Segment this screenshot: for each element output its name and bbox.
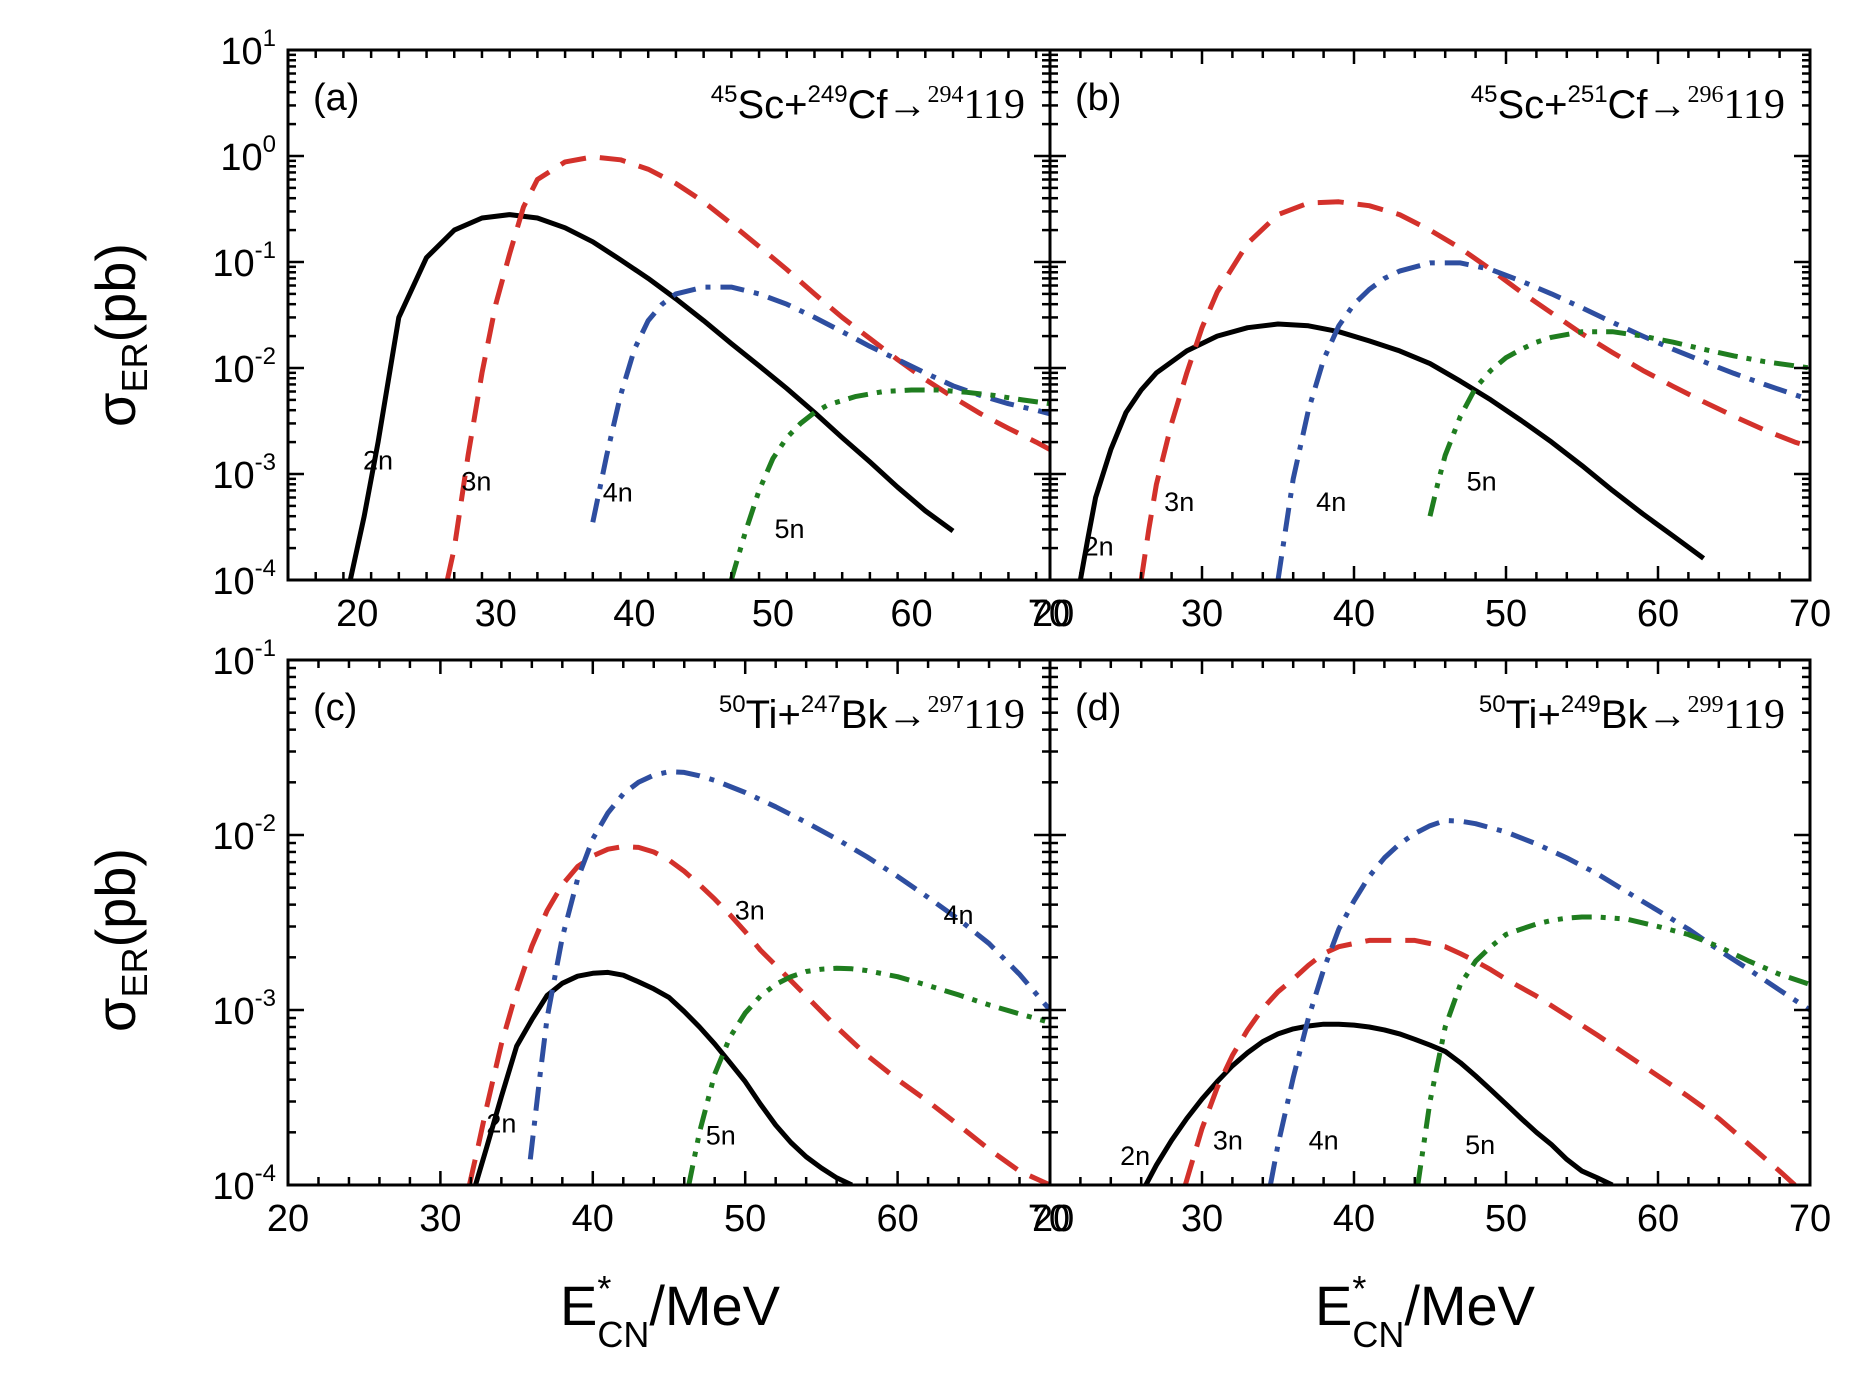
y-axis-title-top: σER(pb)	[84, 243, 155, 427]
x-tick-label: 30	[1181, 1198, 1223, 1240]
y-tick-label: 10-1	[212, 237, 276, 285]
plot-frame	[1048, 658, 1812, 1187]
curve-label-4n: 4n	[944, 900, 974, 930]
panel-b: 2n 3n 4n 5n 20 30 40 50 60 70 (b) 45Sc+251Cf→296119	[1032, 48, 1831, 635]
x-axis-title-left: E* CN/MeV	[560, 1268, 781, 1355]
x-axis-title-right: E* CN/MeV	[1315, 1268, 1536, 1355]
x-tick-label: 20	[267, 1198, 309, 1240]
panel-label: (c)	[313, 687, 357, 729]
panel-c: 2n 3n 4n 5n 20 30 40 50 60 70 10-1 10-2 10-3 10-4 (c) 5…	[212, 635, 1070, 1240]
y-tick-label: 10-2	[212, 343, 276, 391]
reaction-label: 50Ti+249Bk→299119	[1479, 691, 1785, 738]
x-tick-label: 50	[1485, 1198, 1527, 1240]
x-tick-label: 70	[1789, 593, 1831, 635]
series-2n-line	[1143, 1021, 1614, 1185]
series-2n-line	[347, 212, 955, 580]
panel-label: (d)	[1075, 687, 1121, 729]
panel-label: (b)	[1075, 77, 1121, 119]
series-3n-line	[444, 154, 1050, 580]
series-4n-line	[590, 284, 1050, 523]
x-tick-label: 30	[1181, 593, 1223, 635]
series-5n-line	[686, 965, 1050, 1185]
x-tick-label: 40	[613, 593, 655, 635]
x-tick-label: 30	[419, 1198, 461, 1240]
curve-label-4n: 4n	[1309, 1125, 1339, 1155]
x-tick-label: 20	[336, 593, 378, 635]
x-tick-label: 60	[876, 1198, 918, 1240]
y-tick-label: 10-3	[212, 449, 276, 497]
curve-label-4n: 4n	[603, 478, 633, 508]
x-tick-label: 70	[1028, 1198, 1070, 1240]
series-5n-line	[1415, 914, 1810, 1185]
x-tick-label: 40	[572, 1198, 614, 1240]
reaction-label: 45Sc+249Cf→294119	[711, 81, 1025, 128]
x-tick-label: 70	[1028, 593, 1070, 635]
curve-label-5n: 5n	[706, 1121, 736, 1151]
x-tick-label: 20	[1032, 593, 1074, 635]
y-tick-label: 10-4	[212, 1160, 276, 1208]
curve-label-3n: 3n	[461, 466, 491, 496]
plot-frame	[1048, 48, 1812, 582]
x-tick-label: 20	[1032, 1198, 1074, 1240]
curve-label-5n: 5n	[775, 514, 805, 544]
panel-d: 2n 3n 4n 5n 20 30 40 50 60 70 (d) 50Ti+249Bk→299119	[1032, 658, 1831, 1240]
panel-label: (a)	[313, 77, 359, 119]
x-tick-label: 40	[1333, 593, 1375, 635]
x-tick-label: 50	[1485, 593, 1527, 635]
curve-label-2n: 2n	[1084, 532, 1114, 562]
x-tick-label: 60	[1637, 1198, 1679, 1240]
x-tick-label: 50	[724, 1198, 766, 1240]
x-tick-label: 70	[1789, 1198, 1831, 1240]
x-tick-label: 60	[1637, 593, 1679, 635]
curve-label-3n: 3n	[735, 895, 765, 925]
curve-label-5n: 5n	[1465, 1130, 1495, 1160]
y-tick-label: 101	[220, 25, 276, 73]
panel-a: 2n 3n 4n 5n 20 30 40 50 60 70 101 100 10-1 10-2 10-3 10…	[212, 25, 1070, 635]
curve-label-2n: 2n	[486, 1108, 516, 1138]
curve-label-2n: 2n	[1120, 1141, 1150, 1171]
x-tick-label: 50	[752, 593, 794, 635]
series-4n-line	[1267, 818, 1810, 1185]
series-3n-line	[1182, 937, 1797, 1185]
y-tick-label: 10-2	[212, 810, 276, 858]
series-3n-line	[466, 844, 1050, 1185]
y-tick-label: 10-1	[212, 635, 276, 683]
x-tick-label: 40	[1333, 1198, 1375, 1240]
series-2n-line	[473, 969, 853, 1185]
curve-label-2n: 2n	[363, 446, 393, 476]
curve-label-4n: 4n	[1316, 487, 1346, 517]
y-axis-title-bottom: σER(pb)	[84, 848, 155, 1032]
y-tick-label: 10-3	[212, 985, 276, 1033]
series-4n-line	[1275, 260, 1810, 580]
x-tick-label: 30	[475, 593, 517, 635]
reaction-label: 50Ti+247Bk→297119	[719, 691, 1025, 738]
y-tick-label: 100	[220, 131, 276, 179]
reaction-label: 45Sc+251Cf→296119	[1471, 81, 1785, 128]
series-5n-line	[728, 387, 1050, 580]
series-2n-line	[1077, 321, 1706, 580]
series-4n-line	[527, 769, 1050, 1160]
curve-label-3n: 3n	[1164, 487, 1194, 517]
x-tick-label: 60	[890, 593, 932, 635]
curve-label-3n: 3n	[1213, 1125, 1243, 1155]
y-tick-label: 10-4	[212, 555, 276, 603]
curve-label-5n: 5n	[1467, 466, 1497, 496]
series-5n-line	[1427, 329, 1810, 517]
